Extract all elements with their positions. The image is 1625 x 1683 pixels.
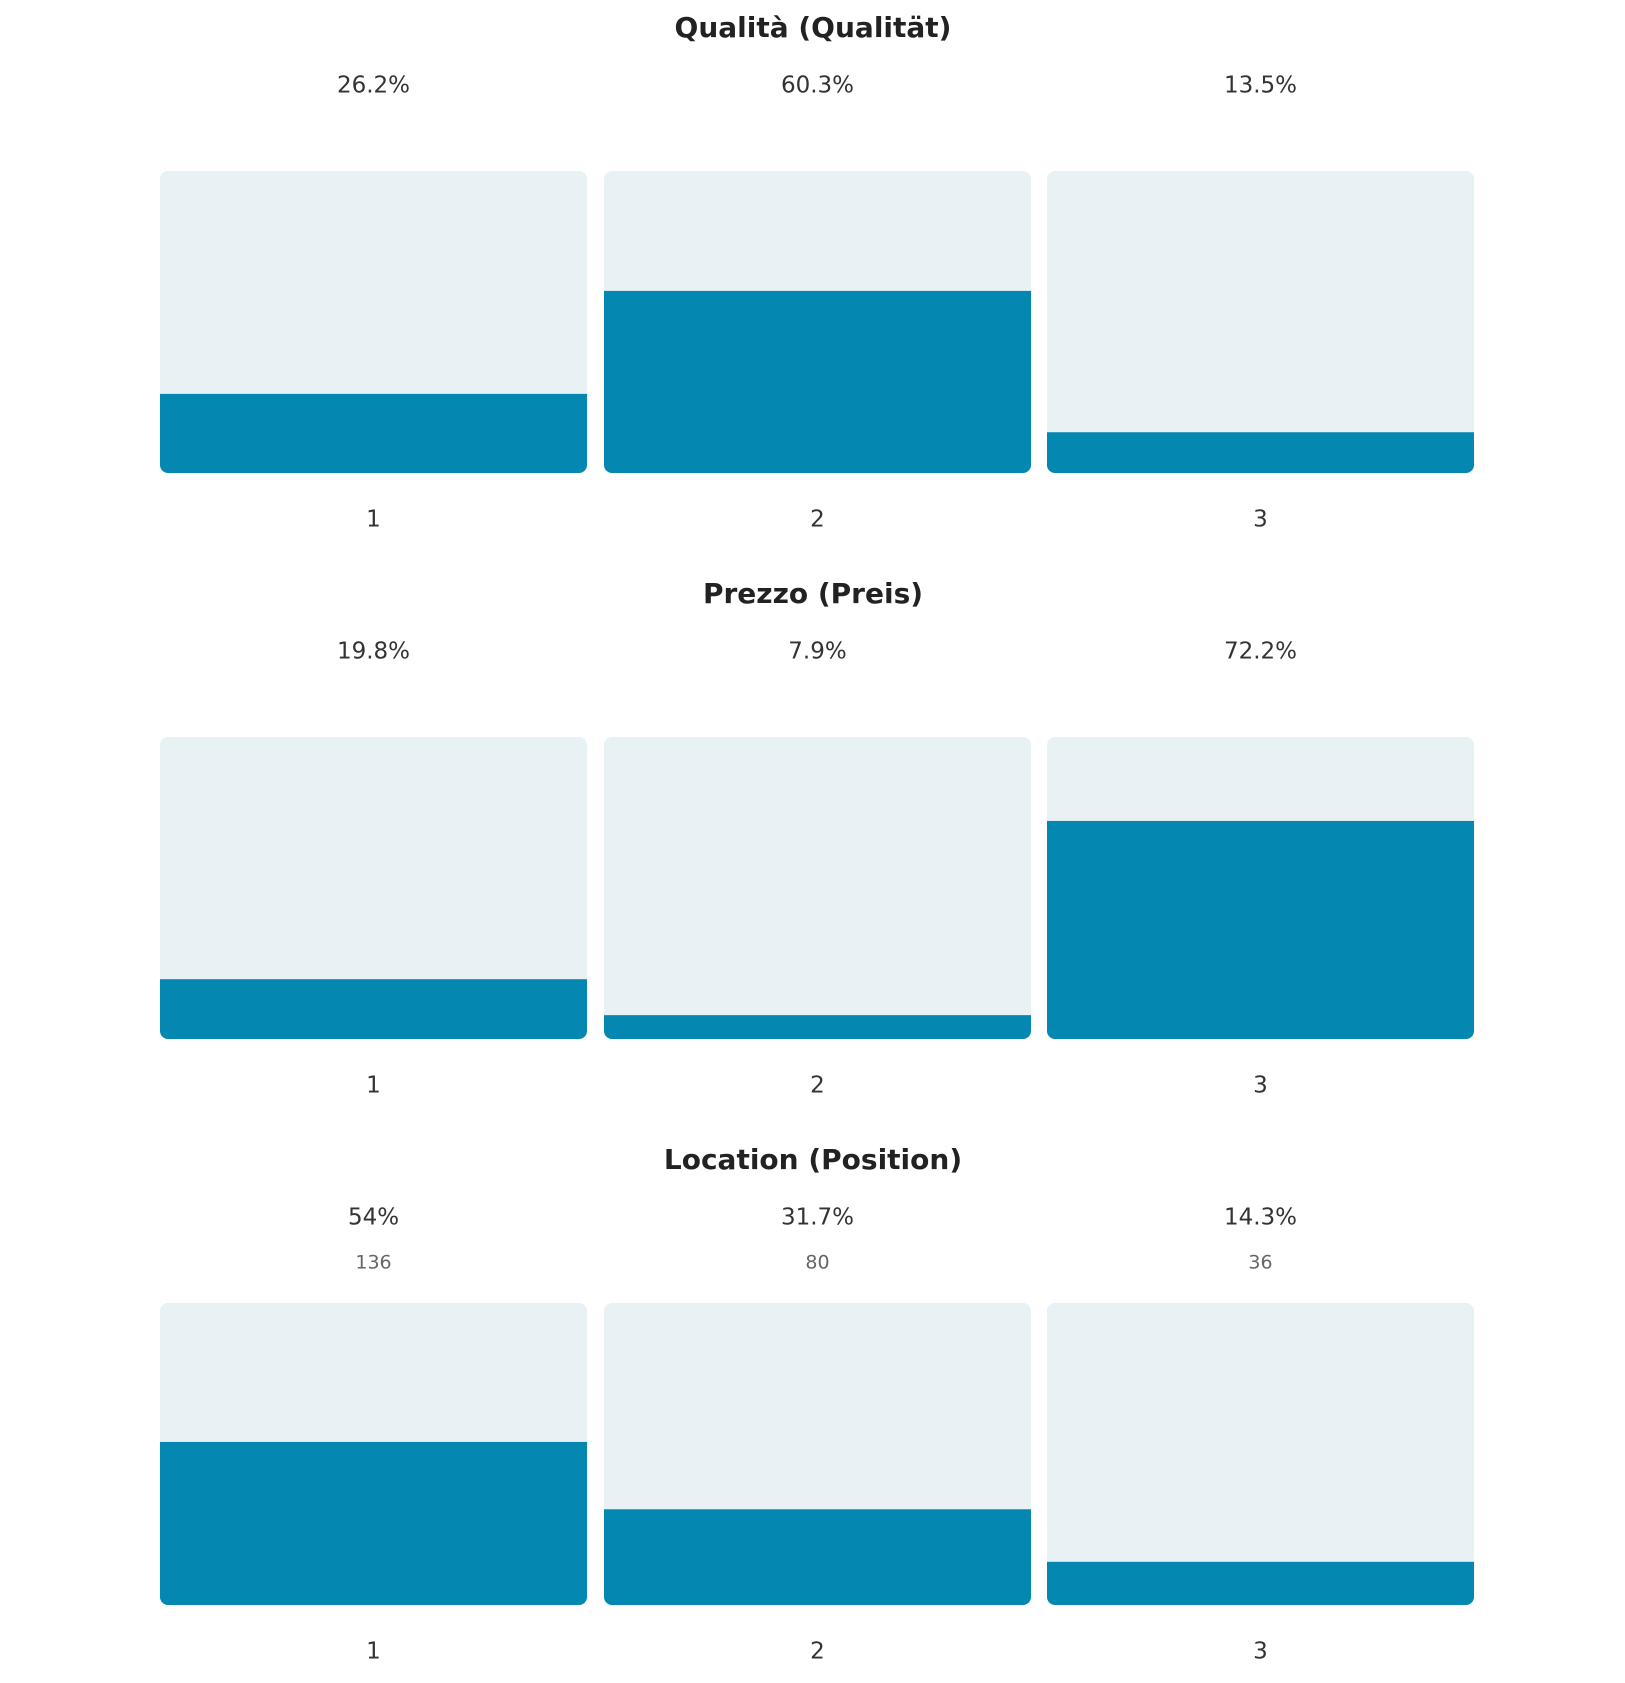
value-label: 13.5% <box>1224 73 1297 99</box>
chart-title: Prezzo (Preis) <box>703 577 923 610</box>
bar-track <box>1047 171 1474 473</box>
category-label: 1 <box>366 1073 381 1099</box>
chart-title: Qualità (Qualität) <box>675 11 952 44</box>
bar-track <box>1047 1303 1474 1605</box>
value-label: 60.3% <box>781 73 854 99</box>
category-label: 2 <box>810 1073 825 1099</box>
bar <box>604 1015 1031 1039</box>
value-label: 14.3% <box>1224 1205 1297 1231</box>
bar <box>604 290 1031 473</box>
value-label: 7.9% <box>788 639 846 665</box>
count-label: 80 <box>805 1252 829 1274</box>
value-label: 19.8% <box>337 639 410 665</box>
value-label: 72.2% <box>1224 639 1297 665</box>
bar <box>1047 432 1474 473</box>
category-label: 3 <box>1253 1073 1268 1099</box>
count-label: 136 <box>355 1252 391 1274</box>
bar-track <box>160 737 587 1039</box>
category-label: 3 <box>1253 1639 1268 1665</box>
bar <box>160 393 587 473</box>
count-label: 36 <box>1248 1252 1272 1274</box>
bar-track <box>604 737 1031 1039</box>
bar <box>160 979 587 1039</box>
category-label: 2 <box>810 1639 825 1665</box>
chart-title: Location (Position) <box>664 1143 962 1176</box>
value-label: 26.2% <box>337 73 410 99</box>
category-label: 3 <box>1253 507 1268 533</box>
bar <box>604 1509 1031 1605</box>
category-label: 2 <box>810 507 825 533</box>
category-label: 1 <box>366 1639 381 1665</box>
bar <box>1047 820 1474 1039</box>
bar <box>160 1441 587 1605</box>
bar <box>1047 1561 1474 1605</box>
value-label: 54% <box>348 1205 399 1231</box>
category-label: 1 <box>366 507 381 533</box>
value-label: 31.7% <box>781 1205 854 1231</box>
